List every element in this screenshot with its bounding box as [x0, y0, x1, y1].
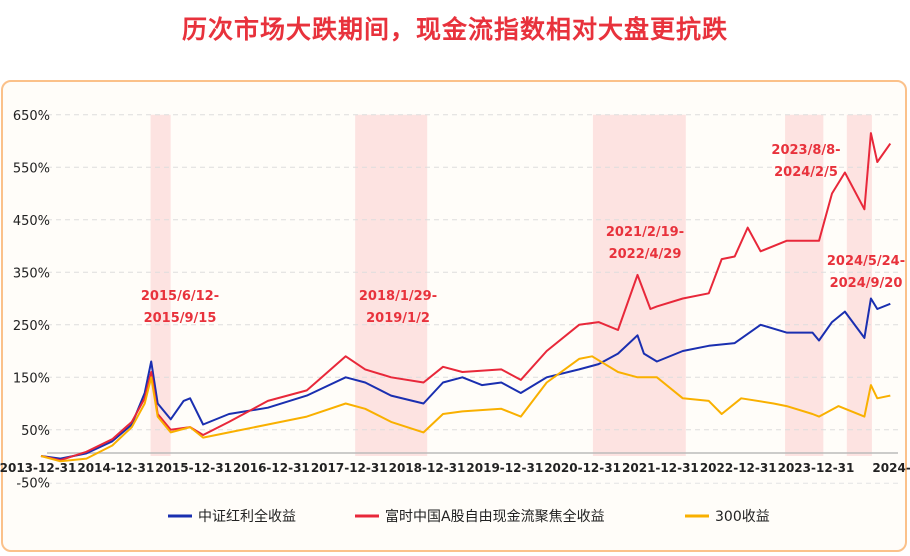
period-label: 2024/2/5 [774, 165, 838, 180]
period-label: 2024/5/24- [827, 254, 905, 269]
x-tick-label: 2023-12-31 [778, 461, 855, 475]
x-tick-label: 2014-12-31 [77, 461, 154, 475]
y-tick-label: -50% [16, 476, 50, 491]
x-tick-label: 2021-12-31 [622, 461, 699, 475]
y-tick-label: 650% [13, 109, 50, 124]
x-tick-label: 2017-12-31 [311, 461, 388, 475]
period-label: 2022/4/29 [609, 247, 682, 262]
period-label: 2023/8/8- [771, 143, 840, 158]
x-tick-label: 2024-1 [872, 461, 910, 475]
x-tick-label: 2016-12-31 [233, 461, 310, 475]
x-tick-label: 2020-12-31 [544, 461, 621, 475]
legend-label: 富时中国A股自由现金流聚焦全收益 [385, 508, 605, 525]
x-tick-label: 2013-12-31 [0, 461, 76, 475]
shaded-period [150, 114, 171, 456]
period-label: 2015/9/15 [144, 311, 217, 326]
x-tick-label: 2019-12-31 [466, 461, 543, 475]
period-label: 2021/2/19- [606, 225, 684, 240]
period-label: 2019/1/2 [366, 311, 430, 326]
period-label: 2018/1/29- [359, 289, 437, 304]
series-line [40, 297, 891, 460]
shaded-period [355, 114, 428, 456]
period-label: 2015/6/12- [141, 289, 219, 304]
period-label: 2024/9/20 [830, 276, 903, 291]
legend-label: 300收益 [715, 509, 770, 525]
y-tick-label: 550% [13, 161, 50, 176]
x-tick-label: 2018-12-31 [389, 461, 466, 475]
shaded-period [785, 114, 824, 456]
y-tick-label: 350% [13, 266, 50, 281]
shaded-period [592, 114, 686, 456]
x-tick-label: 2015-12-31 [155, 461, 232, 475]
x-tick-label: 2022-12-31 [700, 461, 777, 475]
series-line [40, 132, 892, 462]
y-tick-label: 150% [13, 371, 50, 386]
y-tick-label: 50% [21, 424, 50, 439]
series-line [40, 355, 891, 463]
legend-label: 中证红利全收益 [198, 508, 296, 525]
y-tick-label: 450% [13, 214, 50, 229]
page-title: 历次市场大跌期间，现金流指数相对大盘更抗跌 [181, 15, 728, 44]
y-tick-label: 250% [13, 319, 50, 334]
